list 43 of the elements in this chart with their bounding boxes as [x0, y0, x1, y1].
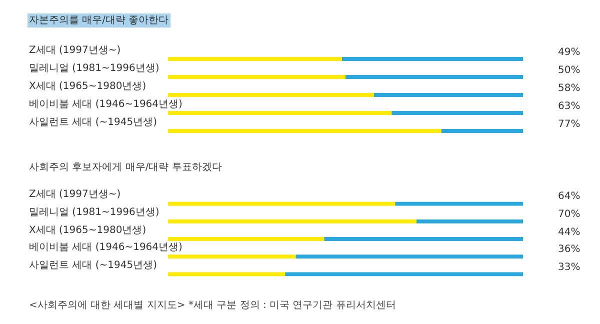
y-tick-label: 사일런트 세대 (~1945년생) [29, 117, 158, 128]
data-label: 36% [558, 244, 580, 255]
y-tick-label: X세대 (1965~1980년생) [29, 225, 146, 236]
y-tick-label: 베이비붐 세대 (1946~1964년생) [29, 99, 183, 110]
bar [342, 57, 523, 61]
data-label: 58% [558, 83, 580, 94]
bar [441, 129, 523, 133]
bar [395, 202, 523, 206]
bar [416, 219, 523, 224]
data-label: 50% [558, 65, 580, 76]
bar [168, 219, 416, 224]
chart-title: 자본주의를 매우/대략 좋아한다 [29, 15, 169, 26]
data-label: 77% [558, 119, 580, 130]
bar [296, 254, 523, 259]
y-tick-label: 밀레니얼 (1981~1996년생) [29, 63, 160, 74]
y-tick-label: 베이비붐 세대 (1946~1964년생) [29, 242, 183, 253]
bar [168, 111, 392, 115]
bar [168, 202, 396, 206]
bar [168, 75, 346, 79]
bar [168, 237, 324, 241]
chart-title: 사회주의 후보자에게 매우/대략 투표하겠다 [29, 162, 222, 173]
bar [168, 57, 342, 61]
bar [374, 93, 523, 97]
y-tick-label: 사일런트 세대 (~1945년생) [29, 260, 158, 271]
data-label: 64% [558, 191, 580, 202]
y-tick-label: Z세대 (1997년생~) [29, 189, 121, 200]
bar [346, 75, 523, 79]
y-tick-label: 밀레니얼 (1981~1996년생) [29, 207, 160, 218]
bar [168, 254, 296, 259]
data-label: 49% [558, 47, 580, 58]
data-label: 44% [558, 227, 580, 238]
data-label: 70% [558, 209, 580, 220]
data-label: 33% [558, 262, 580, 273]
y-tick-label: Z세대 (1997년생~) [29, 45, 121, 56]
bar [324, 237, 523, 241]
bar [392, 111, 523, 115]
y-tick-label: X세대 (1965~1980년생) [29, 81, 146, 92]
bar [168, 272, 286, 276]
bar [168, 129, 442, 133]
data-label: 63% [558, 101, 580, 112]
bar [285, 272, 523, 276]
text: <사회주의에 대한 세대별 지지도> *세대 구분 정의 : 미국 연구기관 퓨리서치센터 [29, 300, 396, 311]
bar [168, 93, 374, 97]
